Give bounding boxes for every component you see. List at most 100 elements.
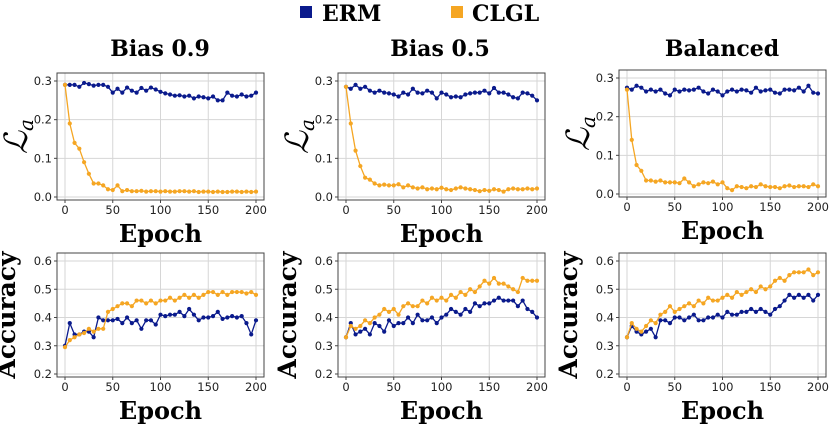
data-point-clgl xyxy=(806,267,811,272)
data-point-clgl xyxy=(167,295,173,300)
data-point-erm xyxy=(815,91,821,96)
data-point-clgl xyxy=(72,140,77,145)
y-tick-label: 0.5 xyxy=(596,282,614,296)
data-point-erm xyxy=(206,315,211,320)
data-point-clgl xyxy=(110,187,115,193)
data-point-clgl xyxy=(749,287,754,292)
data-point-clgl xyxy=(677,181,682,186)
y-axis-label: Accuracy xyxy=(554,250,583,380)
data-point-erm xyxy=(425,318,430,323)
data-point-clgl xyxy=(172,298,177,303)
data-point-clgl xyxy=(91,329,96,334)
data-point-clgl xyxy=(401,304,406,309)
data-point-clgl xyxy=(420,298,425,303)
data-point-erm xyxy=(239,92,244,97)
data-point-erm xyxy=(472,90,478,95)
data-point-clgl xyxy=(77,146,82,151)
data-point-clgl xyxy=(439,185,444,190)
data-point-clgl xyxy=(391,183,396,188)
y-tick-label: 0.3 xyxy=(315,74,333,88)
data-point-erm xyxy=(763,88,768,93)
data-point-erm xyxy=(234,315,239,320)
data-point-clgl xyxy=(372,315,377,320)
data-point-clgl xyxy=(696,182,701,187)
data-point-erm xyxy=(153,322,158,327)
data-point-erm xyxy=(453,309,458,314)
data-point-erm xyxy=(701,318,706,323)
data-point-clgl xyxy=(720,180,725,185)
data-point-clgl xyxy=(386,183,392,188)
x-tick-label: 50 xyxy=(105,380,120,394)
data-point-clgl xyxy=(744,186,749,191)
data-point-erm xyxy=(806,292,811,297)
data-point-clgl xyxy=(491,187,497,192)
x-axis-label: Epoch xyxy=(400,219,483,248)
data-point-clgl xyxy=(682,176,687,181)
data-point-erm xyxy=(753,309,759,314)
data-point-erm xyxy=(115,316,120,322)
data-point-erm xyxy=(725,309,730,314)
data-point-erm xyxy=(677,89,682,94)
y-tick-label: 0.4 xyxy=(315,311,333,325)
data-point-clgl xyxy=(158,189,163,194)
x-tick-label: 100 xyxy=(712,200,734,214)
data-point-erm xyxy=(796,292,802,297)
data-point-erm xyxy=(101,82,106,87)
data-point-clgl xyxy=(396,182,401,187)
data-point-erm xyxy=(187,93,192,98)
data-point-erm xyxy=(196,318,201,323)
data-point-erm xyxy=(720,93,725,98)
data-point-erm xyxy=(163,313,168,319)
data-point-erm xyxy=(182,313,187,319)
data-point-clgl xyxy=(782,278,787,283)
data-point-clgl xyxy=(468,287,473,292)
data-point-erm xyxy=(710,87,716,92)
data-point-clgl xyxy=(220,189,225,195)
data-point-erm xyxy=(515,304,521,309)
data-point-erm xyxy=(72,82,77,87)
data-point-erm xyxy=(444,312,449,317)
data-point-erm xyxy=(129,321,134,326)
data-point-clgl xyxy=(244,291,249,296)
y-tick-label: 0.0 xyxy=(596,187,614,201)
data-point-clgl xyxy=(811,182,816,187)
y-tick-label: 0.6 xyxy=(596,254,614,268)
data-point-clgl xyxy=(353,326,358,331)
data-point-erm xyxy=(420,91,425,96)
data-point-erm xyxy=(105,318,111,323)
plot-frame xyxy=(337,252,546,378)
data-point-erm xyxy=(787,292,792,297)
data-point-erm xyxy=(225,90,230,95)
data-point-erm xyxy=(363,84,368,89)
data-point-clgl xyxy=(511,186,516,191)
data-point-clgl xyxy=(62,345,68,350)
data-point-erm xyxy=(215,98,220,103)
data-point-clgl xyxy=(739,184,744,190)
data-point-erm xyxy=(415,90,420,95)
data-point-erm xyxy=(525,91,530,96)
data-point-clgl xyxy=(120,189,125,194)
data-point-clgl xyxy=(506,284,511,289)
data-point-clgl xyxy=(672,309,677,314)
data-point-erm xyxy=(191,96,197,101)
data-point-erm xyxy=(653,89,658,94)
data-point-clgl xyxy=(358,163,363,169)
data-point-clgl xyxy=(648,318,653,323)
y-axis-label-subscript: a xyxy=(14,119,38,131)
panel-title-bias-0-9: Bias 0.9 xyxy=(110,36,210,62)
data-point-clgl xyxy=(691,184,696,189)
data-point-erm xyxy=(691,312,696,317)
data-point-erm xyxy=(230,93,235,98)
chart-panel-4: 0 50 100 150 200 0.2 0.3 0.4 0.5 0.6 Epoch Accuracy xyxy=(273,250,548,425)
data-point-clgl xyxy=(144,301,149,306)
data-point-erm xyxy=(653,335,658,340)
data-point-erm xyxy=(182,94,187,99)
y-tick-label: 0.2 xyxy=(34,113,52,127)
data-point-clgl xyxy=(82,330,87,336)
y-axis-label-subscript: a xyxy=(576,116,600,128)
data-point-clgl xyxy=(444,187,449,192)
data-point-clgl xyxy=(129,189,134,194)
data-point-erm xyxy=(191,312,197,317)
data-point-erm xyxy=(511,95,516,100)
data-point-erm xyxy=(782,87,787,92)
